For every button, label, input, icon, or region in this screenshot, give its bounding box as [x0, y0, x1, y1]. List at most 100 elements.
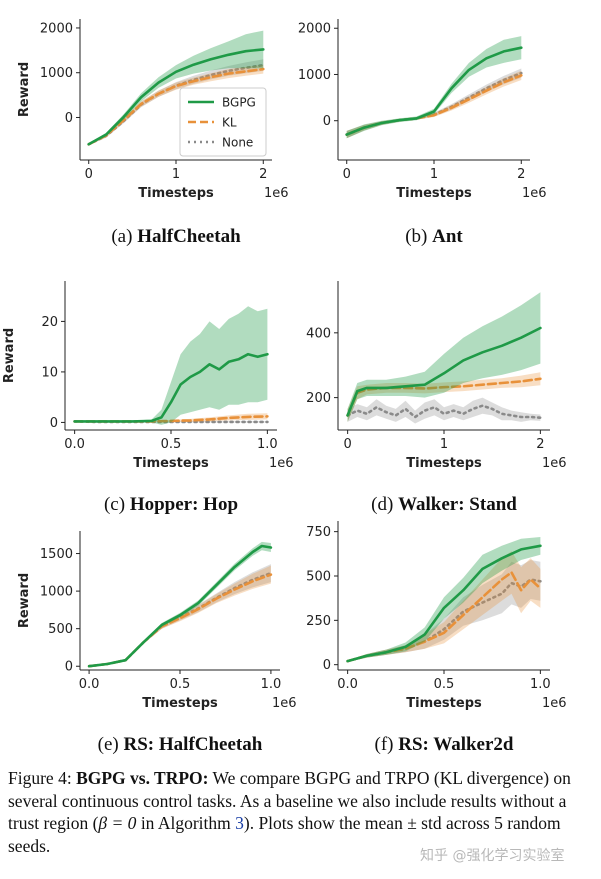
y-axis-label: Reward	[2, 328, 17, 383]
x-tick-label: 0.5	[161, 437, 182, 452]
x-tick-label: 1.0	[261, 677, 282, 692]
series-line-bgpg	[346, 544, 542, 663]
y-tick-label: 500	[306, 569, 331, 584]
x-tick-label: 1	[172, 167, 180, 182]
x-tick-label: 0	[343, 437, 351, 452]
panel-f: 0.0 0.5 1.0 0 250 500 750 Timesteps 1e6 (f) RS: W…	[306, 521, 567, 755]
subfigure-caption: (f) RS: Walker2d	[375, 734, 514, 755]
std-band-bgpg	[346, 36, 522, 139]
series-line-kl	[87, 67, 265, 146]
subfigure-caption: (d) Walker: Stand	[371, 494, 517, 515]
legend: BGPG KL None	[179, 87, 267, 157]
x-tick-label: 1.0	[257, 437, 278, 452]
x-axis-scale: 1e6	[264, 186, 289, 201]
y-tick-label: 1000	[298, 68, 331, 83]
subfigure-panel-label: (c)	[104, 494, 130, 515]
y-tick-label: 10	[41, 365, 58, 380]
series-line-none	[346, 404, 542, 420]
series-line-none	[346, 578, 542, 663]
x-axis-scale: 1e6	[542, 696, 567, 711]
legend-label-kl: KL	[222, 116, 237, 130]
series-line-bgpg	[87, 48, 265, 146]
x-tick-label: 0.5	[434, 677, 455, 692]
x-tick-label: 2	[259, 167, 267, 182]
panel-c: 0.0 0.5 1.0 0 10 20 Timesteps 1e6 Reward (c) Hopp…	[2, 281, 294, 515]
caption-math: β = 0	[98, 813, 137, 833]
caption-text-3: ). Plots show the mean ± std across 5 ra…	[8, 813, 561, 856]
subfigure-title: RS: Walker2d	[398, 734, 514, 755]
subfigure-title: Walker: Stand	[398, 494, 517, 515]
y-tick-label: 0	[323, 114, 331, 129]
subfigure-title: HalfCheetah	[137, 226, 241, 247]
x-tick-label: 1	[440, 437, 448, 452]
x-tick-label: 1.0	[530, 677, 551, 692]
y-tick-label: 250	[306, 614, 331, 629]
std-band-bgpg	[88, 30, 264, 146]
caption-text-2: in Algorithm	[136, 813, 236, 833]
y-tick-label: 0	[323, 658, 331, 673]
legend-box	[179, 87, 267, 157]
figure-caption: Figure 4: BGPG vs. TRPO: We compare BGPG…	[8, 767, 598, 857]
watermark: 知乎 @强化学习实验室	[420, 848, 565, 864]
caption-label: Figure 4:	[8, 768, 72, 788]
x-tick-label: 1	[430, 167, 438, 182]
y-tick-label: 0	[50, 416, 58, 431]
std-band-none	[347, 560, 541, 662]
x-axis-scale: 1e6	[542, 456, 567, 471]
std-band-kl	[88, 64, 264, 146]
std-band-bgpg	[89, 541, 271, 667]
x-tick-label: 0.0	[337, 677, 358, 692]
y-tick-label: 0	[65, 111, 73, 126]
x-axis-scale: 1e6	[272, 696, 297, 711]
x-tick-label: 0.0	[64, 437, 85, 452]
subfigure-title: RS: HalfCheetah	[124, 734, 263, 755]
x-tick-label: 0.0	[79, 677, 100, 692]
legend-label-bgpg: BGPG	[222, 96, 256, 110]
y-axis-label: Reward	[17, 573, 32, 628]
x-axis-label: Timesteps	[406, 696, 482, 711]
x-axis-label: Timesteps	[138, 186, 214, 201]
std-band-bgpg	[74, 306, 268, 425]
x-tick-label: 2	[517, 167, 525, 182]
subfigure-title: Ant	[432, 226, 463, 247]
y-tick-label: 2000	[298, 22, 331, 37]
subfigure-title: Hopper: Hop	[130, 494, 238, 515]
x-tick-label: 0	[343, 167, 351, 182]
y-tick-label: 1500	[40, 547, 73, 562]
y-tick-label: 400	[306, 326, 331, 341]
subfigure-panel-label: (b)	[405, 226, 432, 247]
x-axis-scale: 1e6	[522, 186, 547, 201]
x-tick-label: 0	[85, 167, 93, 182]
x-tick-label: 0.5	[170, 677, 191, 692]
subfigure-panel-label: (d)	[371, 494, 398, 515]
caption-title: BGPG vs. TRPO:	[76, 768, 209, 788]
y-tick-label: 2000	[40, 21, 73, 36]
x-axis-label: Timesteps	[142, 696, 218, 711]
panel-b: 0 1 2 0 1000 2000 Timesteps 1e6 (b) Ant	[298, 19, 547, 247]
std-band-none	[347, 397, 541, 424]
panel-d: 0 1 2 200 400 Timesteps 1e6 (d) Walker: Stand	[306, 281, 567, 515]
algorithm-reference-link[interactable]: 3	[235, 813, 244, 833]
series-line-bgpg	[346, 326, 542, 417]
panel-a: 0 1 2 0 1000 2000 Timesteps 1e6 Reward (a) HalfCh…	[17, 19, 289, 247]
subfigure-panel-label: (a)	[111, 226, 137, 247]
caption-text-1: We compare BGPG and TRPO (KL divergence)…	[8, 768, 571, 833]
x-axis-label: Timesteps	[406, 456, 482, 471]
y-tick-label: 20	[41, 315, 58, 330]
y-tick-label: 0	[65, 660, 73, 675]
series-line-bgpg	[73, 352, 269, 423]
series-line-kl	[346, 377, 542, 417]
series-line-bgpg	[345, 46, 523, 136]
x-axis-scale: 1e6	[269, 456, 294, 471]
panel-e: 0.0 0.5 1.0 0 500 1000 1500 Timesteps 1e6 Reward (…	[17, 531, 297, 755]
y-tick-label: 1000	[40, 66, 73, 81]
x-tick-label: 2	[536, 437, 544, 452]
series-line-bgpg	[87, 544, 273, 668]
legend-label-none: None	[222, 136, 253, 150]
y-tick-label: 1000	[40, 585, 73, 600]
subfigure-panel-label: (f)	[375, 734, 399, 755]
subfigure-caption: (c) Hopper: Hop	[104, 494, 238, 515]
y-tick-label: 750	[306, 525, 331, 540]
std-band-kl	[347, 551, 541, 662]
